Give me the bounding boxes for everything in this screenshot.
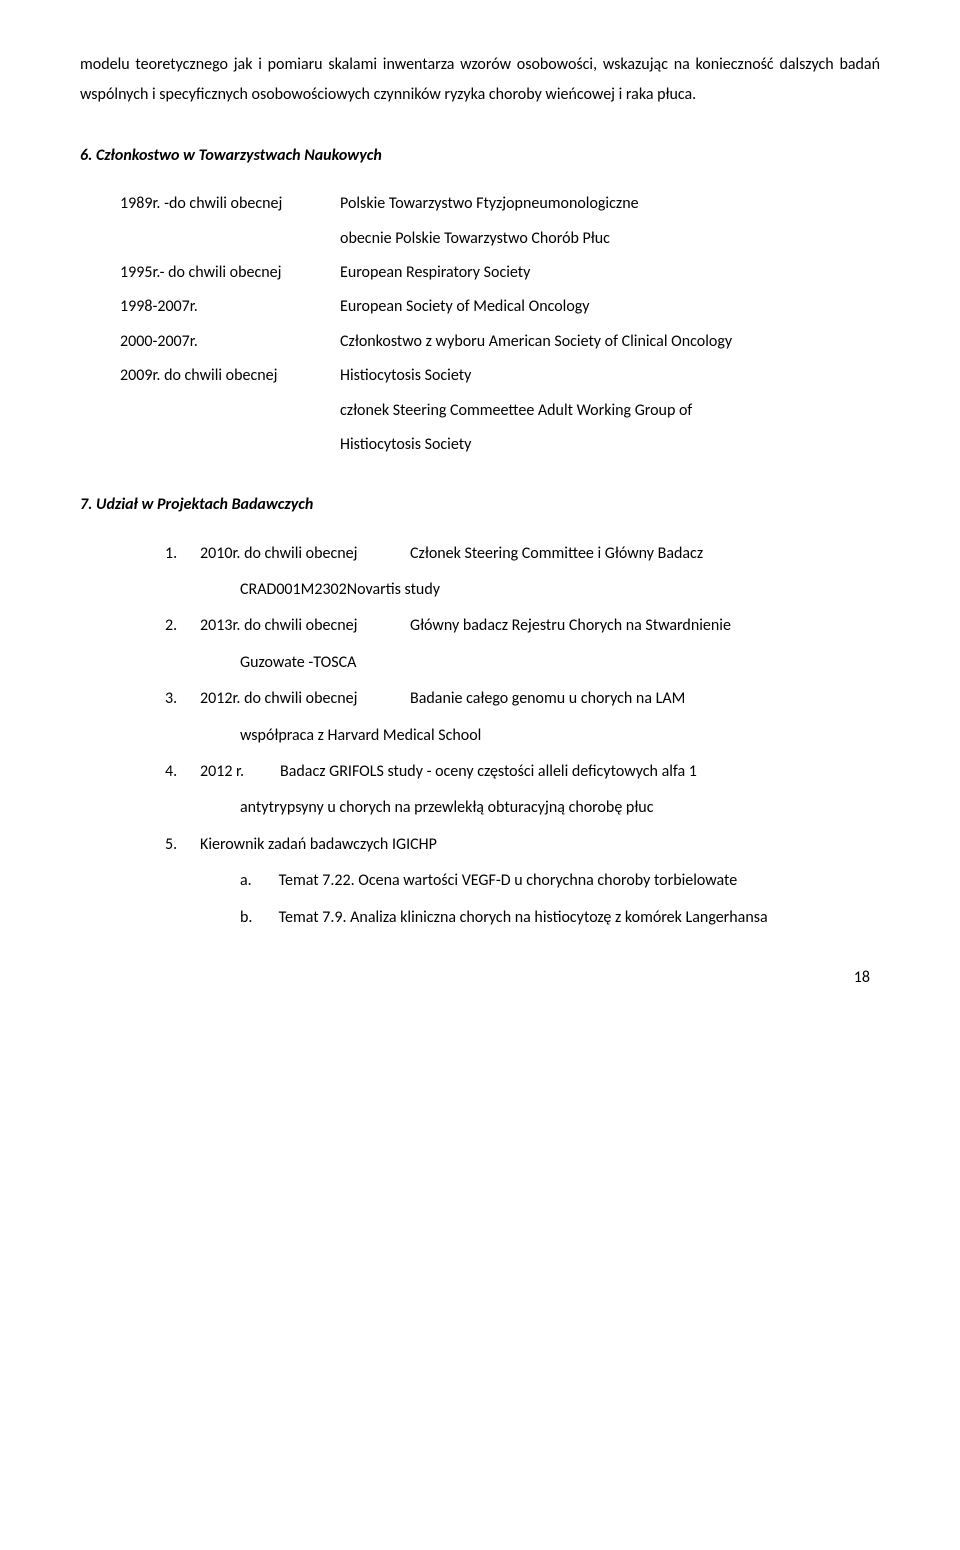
membership-row: 2009r. do chwili obecnej Histiocytosis S… (80, 361, 880, 391)
project-num: 1. (165, 539, 200, 569)
membership-row: 1998-2007r. European Society of Medical … (80, 292, 880, 322)
membership-org: Polskie Towarzystwo Ftyzjopneumonologicz… (340, 189, 880, 219)
project-desc: Członek Steering Committee i Główny Bada… (410, 539, 880, 569)
project-item: 5. Kierownik zadań badawczych IGICHP (80, 830, 880, 860)
intro-paragraph: modelu teoretycznego jak i pomiaru skala… (80, 50, 880, 111)
project-item: 1. 2010r. do chwili obecnej Członek Stee… (80, 539, 880, 569)
project-year: 2013r. do chwili obecnej (200, 611, 410, 641)
project-desc: Główny badacz Rejestru Chorych na Stward… (410, 611, 880, 641)
project-desc: Badanie całego genomu u chorych na LAM (410, 684, 880, 714)
project-sub: współpraca z Harvard Medical School (80, 721, 880, 751)
membership-period: 1998-2007r. (120, 292, 340, 322)
membership-org: Członkostwo z wyboru American Society of… (340, 327, 880, 357)
subitem-text: Temat 7.9. Analiza kliniczna chorych na … (279, 908, 768, 927)
membership-period: 1989r. -do chwili obecnej (120, 189, 340, 219)
membership-period: 2000-2007r. (120, 327, 340, 357)
project-item: 3. 2012r. do chwili obecnej Badanie całe… (80, 684, 880, 714)
project-num: 4. (165, 757, 200, 787)
project-desc: Kierownik zadań badawczych IGICHP (200, 830, 880, 860)
project-sub: antytrypsyny u chorych na przewlekłą obt… (80, 793, 880, 823)
project-sub: Guzowate -TOSCA (80, 648, 880, 678)
project-year: 2012 r. (200, 757, 280, 787)
subitem-text: Temat 7.22. Ocena wartości VEGF-D u chor… (279, 871, 738, 890)
membership-org: Histiocytosis Society (340, 361, 880, 391)
project-desc: Badacz GRIFOLS study - oceny częstości a… (280, 757, 880, 787)
membership-period: 1995r.- do chwili obecnej (120, 258, 340, 288)
project-num: 3. (165, 684, 200, 714)
section-7-heading: 7. Udział w Projektach Badawczych (80, 490, 880, 520)
membership-org-cont: członek Steering Commeettee Adult Workin… (80, 396, 880, 426)
project-sub: CRAD001M2302Novartis study (80, 575, 880, 605)
project-num: 5. (165, 830, 200, 860)
membership-row: 1989r. -do chwili obecnej Polskie Towarz… (80, 189, 880, 219)
membership-row: 1995r.- do chwili obecnej European Respi… (80, 258, 880, 288)
membership-org-cont: Histiocytosis Society (80, 430, 880, 460)
project-item: 2. 2013r. do chwili obecnej Główny badac… (80, 611, 880, 641)
section-6-heading: 6. Członkostwo w Towarzystwach Naukowych (80, 141, 880, 171)
membership-period: 2009r. do chwili obecnej (120, 361, 340, 391)
subitem-letter: a. (240, 866, 275, 896)
membership-org: European Respiratory Society (340, 258, 880, 288)
project-subitem: b. Temat 7.9. Analiza kliniczna chorych … (80, 903, 880, 933)
project-num: 2. (165, 611, 200, 641)
project-year: 2010r. do chwili obecnej (200, 539, 410, 569)
subitem-letter: b. (240, 903, 275, 933)
membership-org: European Society of Medical Oncology (340, 292, 880, 322)
project-subitem: a. Temat 7.22. Ocena wartości VEGF-D u c… (80, 866, 880, 896)
membership-row: 2000-2007r. Członkostwo z wyboru America… (80, 327, 880, 357)
project-year: 2012r. do chwili obecnej (200, 684, 410, 714)
page-number: 18 (80, 963, 880, 993)
project-item: 4. 2012 r. Badacz GRIFOLS study - oceny … (80, 757, 880, 787)
membership-org-cont: obecnie Polskie Towarzystwo Chorób Płuc (80, 224, 880, 254)
